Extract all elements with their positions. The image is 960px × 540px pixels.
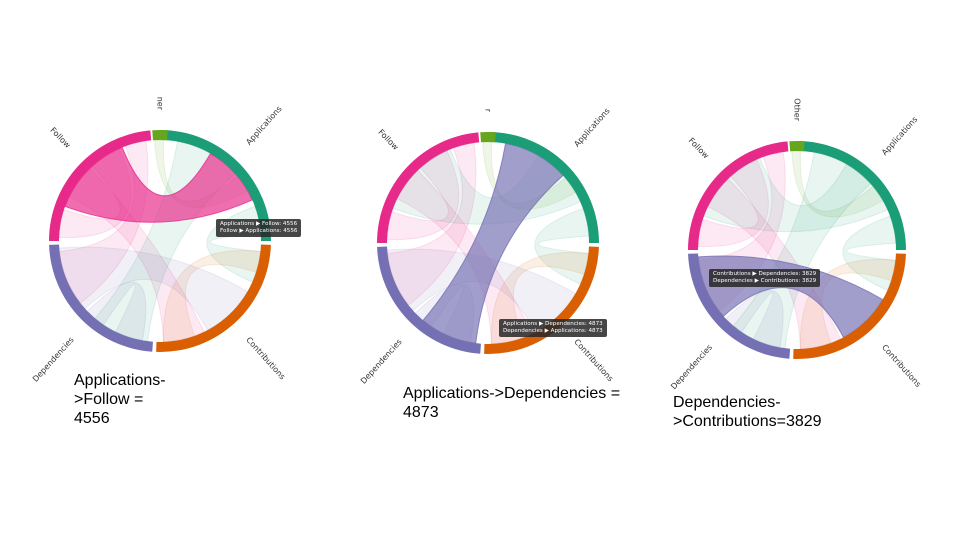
arc-label-other: ner [156,97,165,111]
chord-diagram-1[interactable]: Applications Contributions Dependencies Fol… [0,0,320,540]
arc-label-applications: Applications [880,115,919,157]
chord-ribbon-highlight[interactable] [422,142,564,344]
tooltip-line-2: Dependencies ▶ Applications: 4873 [503,328,603,334]
chord-diagram-3[interactable]: Applications Contributions Dependencies Fol… [640,0,960,540]
arc-label-follow: Follow [376,128,400,153]
group-arc-dependencies[interactable] [688,253,791,359]
chord-caption-1: Applications->Follow = 4556 [74,372,166,427]
group-arc-dependencies[interactable] [377,246,481,354]
arc-label-dependencies: Dependencies [31,335,76,383]
tooltip-line-1: Contributions ▶ Dependencies: 3829 [713,271,817,277]
group-arc-follow[interactable] [377,132,480,243]
arc-label-follow: Follow [687,136,711,161]
chord-diagram-2[interactable]: Applications Contributions Dependencies Fol… [320,0,640,540]
group-arc-other[interactable] [152,130,168,141]
group-arc-applications[interactable] [160,130,271,241]
arc-label-other: r [484,109,493,113]
chord-ribbon-other-applications[interactable] [791,150,884,218]
chord-tooltip-2: Applications ▶ Dependencies: 4873 Depend… [499,319,607,337]
arc-label-dependencies: Dependencies [359,337,404,385]
group-arc-follow[interactable] [688,141,789,250]
tooltip-line-2: Dependencies ▶ Contributions: 3829 [713,278,817,284]
arc-label-applications: Applications [572,106,611,148]
chord-tooltip-3: Contributions ▶ Dependencies: 3829 Depen… [709,269,821,287]
arc-label-contributions: Contributions [572,337,615,383]
chord-ribbon-follow-follow[interactable] [697,158,769,248]
arc-label-follow: Follow [48,126,72,151]
arc-label-other: Other [793,98,802,121]
chord-caption-2: Applications->Dependencies = 4873 [403,385,621,421]
tooltip-line-2: Follow ▶ Applications: 4556 [220,228,298,234]
group-arc-dependencies[interactable] [49,244,153,352]
group-arc-other[interactable] [480,132,496,143]
group-arc-contributions[interactable] [156,244,271,352]
chord-ribbon-dependencies-contributions[interactable] [58,246,249,331]
tooltip-line-1: Applications ▶ Follow: 4556 [220,221,298,227]
chord-ribbon-follow-dependencies[interactable] [387,142,477,306]
chord-tooltip-1: Applications ▶ Follow: 4556 Follow ▶ App… [216,219,302,237]
arc-label-contributions: Contributions [880,343,923,389]
group-arc-applications[interactable] [797,141,906,250]
chord-ribbon-applications-dependencies[interactable] [732,151,872,349]
group-arc-contributions[interactable] [793,253,906,359]
group-arc-applications[interactable] [488,132,599,243]
chord-caption-3: Dependencies->Contributions=3829 [673,394,822,430]
arc-label-applications: Applications [244,104,283,146]
tooltip-line-1: Applications ▶ Dependencies: 4873 [503,321,603,327]
arc-label-contributions: Contributions [244,335,287,381]
group-arc-other[interactable] [789,141,805,152]
group-arc-follow[interactable] [49,130,152,241]
arc-label-dependencies: Dependencies [669,343,714,391]
